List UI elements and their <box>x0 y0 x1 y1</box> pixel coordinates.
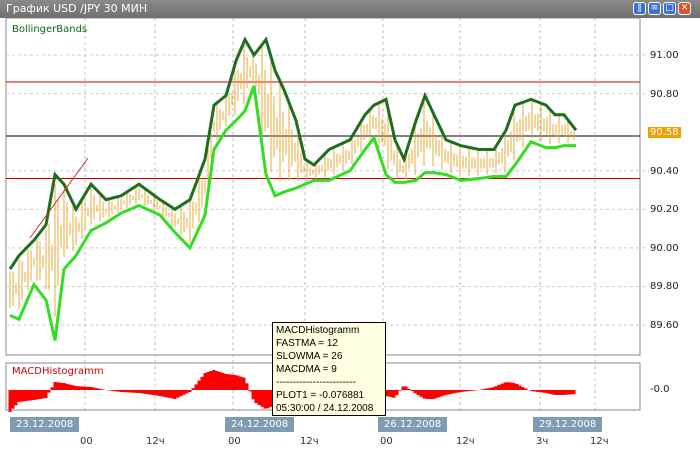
date-label: 26.12.2008 <box>378 417 448 432</box>
trendline[interactable] <box>29 157 89 239</box>
tooltip-line: ------------------------ <box>276 377 356 388</box>
time-tick: 00 <box>380 436 393 447</box>
maximize-button[interactable]: □ <box>663 2 676 15</box>
tooltip-line: PLOT1 = -0.076881 <box>276 390 365 401</box>
window-title: График USD /JPY 30 МИН <box>6 2 148 15</box>
close-button[interactable]: ✕ <box>678 2 691 15</box>
date-label: 23.12.2008 <box>10 417 80 432</box>
y-tick: 90.20 <box>650 204 679 215</box>
y-tick: 90.80 <box>650 89 679 100</box>
tooltip-line: 05:30:00 / 24.12.2008 <box>276 403 374 414</box>
y-tick: 91.00 <box>650 50 679 61</box>
tooltip-line: MACDMA = 9 <box>276 364 337 375</box>
tile-button[interactable]: ‖ <box>633 2 646 15</box>
time-tick: 00 <box>228 436 241 447</box>
tooltip-line: SLOWMA = 26 <box>276 351 343 362</box>
macd-zero-label: -0.0 <box>650 384 670 395</box>
tooltip-line: MACDHistogramm <box>276 325 360 336</box>
upper-band-line <box>8 36 578 270</box>
date-label: 24.12.2008 <box>225 417 295 432</box>
time-tick: 12ч <box>146 436 165 447</box>
tooltip: MACDHistogramm FASTMA = 12 SLOWMA = 26 M… <box>272 322 386 416</box>
bollinger-label: BollingerBands <box>12 24 87 35</box>
y-tick: 89.80 <box>650 281 679 292</box>
title-bar: График USD /JPY 30 МИН ‖ ≡ □ ✕ <box>0 0 700 18</box>
tooltip-line: FASTMA = 12 <box>276 338 338 349</box>
time-tick: 00 <box>80 436 93 447</box>
cascade-button[interactable]: ≡ <box>648 2 661 15</box>
time-tick: 3ч <box>536 436 549 447</box>
y-tick: 89.60 <box>650 320 679 331</box>
date-label: 29.12.2008 <box>533 417 603 432</box>
macd-label: MACDHistogramm <box>12 366 104 377</box>
lower-band-line <box>9 85 576 341</box>
y-tick: 90.00 <box>650 243 679 254</box>
price-panel <box>5 18 641 356</box>
y-tick: 90.40 <box>650 166 679 177</box>
time-tick: 12ч <box>590 436 609 447</box>
current-price-label: 90.58 <box>648 127 681 138</box>
time-tick: 12ч <box>300 436 319 447</box>
time-tick: 12ч <box>456 436 475 447</box>
